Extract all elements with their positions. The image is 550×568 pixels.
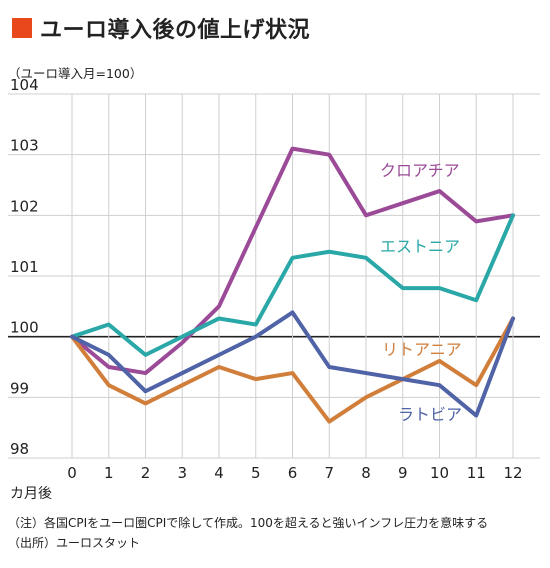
- series-label: エストニア: [380, 237, 460, 256]
- x-tick-label: 4: [214, 464, 224, 482]
- series-label: クロアチア: [380, 161, 460, 180]
- series-line: [70, 213, 515, 357]
- series-line: [70, 146, 515, 376]
- y-tick-label: 101: [10, 258, 39, 276]
- x-tick-label: 1: [104, 464, 114, 482]
- x-tick-label: 3: [177, 464, 187, 482]
- x-tick-label: 2: [141, 464, 151, 482]
- x-tick-label: 12: [503, 464, 522, 482]
- x-tick-label: 10: [430, 464, 449, 482]
- x-tick-label: 9: [398, 464, 408, 482]
- series-label: ラトビア: [398, 405, 462, 424]
- source-note: （出所）ユーロスタット: [8, 536, 141, 550]
- x-tick-label: 6: [288, 464, 298, 482]
- title-marker: [12, 18, 32, 38]
- y-tick-label: 98: [10, 440, 29, 458]
- x-tick-label: 8: [361, 464, 371, 482]
- x-axis-label: カ月後: [10, 486, 52, 502]
- x-tick-label: 0: [67, 464, 77, 482]
- series-line: [70, 316, 515, 424]
- footnote: （注）各国CPIをユーロ圏CPIで除して作成。100を超えると強いインフレ圧力を…: [8, 516, 489, 530]
- x-tick-label: 5: [251, 464, 261, 482]
- series-label: リトアニア: [382, 340, 462, 359]
- title-area: ユーロ導入後の値上げ状況: [12, 12, 310, 44]
- y-tick-label: 100: [10, 319, 39, 337]
- y-axis-unit-label: （ユーロ導入月=100）: [8, 66, 143, 81]
- y-tick-label: 99: [10, 379, 29, 397]
- series-line: [70, 310, 515, 418]
- y-tick-label: 103: [10, 137, 39, 155]
- chart-title: ユーロ導入後の値上げ状況: [40, 18, 311, 43]
- x-tick-label: 11: [467, 464, 486, 482]
- x-tick-label: 7: [324, 464, 334, 482]
- y-tick-label: 104: [10, 76, 39, 94]
- y-tick-label: 102: [10, 197, 39, 215]
